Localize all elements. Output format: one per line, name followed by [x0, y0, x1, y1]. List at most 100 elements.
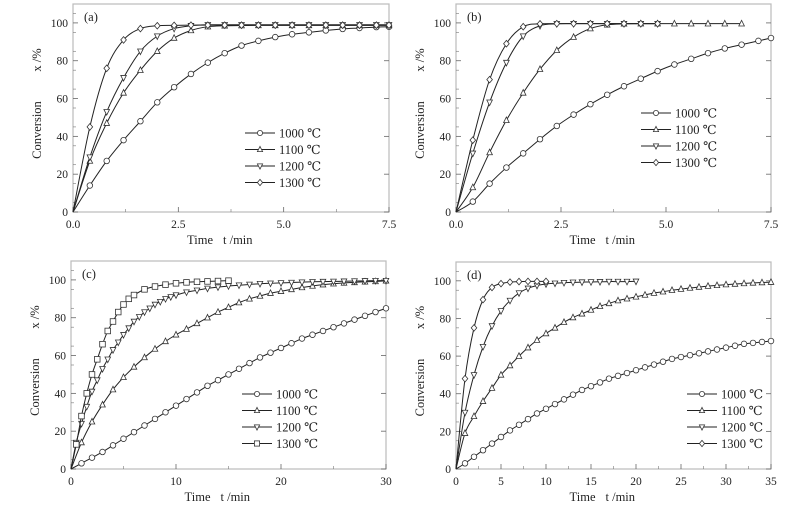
- data-point: [738, 41, 745, 48]
- data-point: [641, 290, 649, 298]
- data-point: [183, 395, 190, 403]
- data-point: [486, 99, 494, 107]
- data-point: [614, 296, 622, 304]
- legend-entry: 1100 ℃: [245, 143, 321, 157]
- data-point: [542, 405, 550, 412]
- data-point: [88, 417, 96, 425]
- data-point: [536, 65, 544, 72]
- data-point: [130, 428, 138, 436]
- x-tick-label: 10: [170, 476, 182, 488]
- data-point: [668, 286, 676, 293]
- data-point: [704, 19, 712, 27]
- data-point: [172, 280, 180, 287]
- data-point: [298, 279, 306, 287]
- y-tick-label: 20: [440, 169, 452, 181]
- series-1300: [455, 277, 550, 470]
- data-point: [551, 323, 559, 331]
- legend-entry: 1300 ℃: [641, 156, 717, 170]
- data-point: [225, 277, 232, 284]
- data-point: [154, 99, 161, 106]
- data-point: [356, 21, 363, 30]
- data-point: [214, 376, 222, 384]
- data-point: [604, 91, 611, 98]
- data-point: [704, 348, 712, 355]
- data-point: [497, 308, 505, 316]
- data-point: [172, 292, 180, 300]
- x-tick-label: 0: [68, 476, 74, 488]
- data-point: [731, 279, 739, 287]
- data-point: [120, 435, 127, 442]
- data-point: [238, 21, 245, 30]
- data-point: [767, 337, 775, 345]
- legend-marker: [698, 406, 706, 414]
- data-point: [740, 279, 748, 287]
- data-point: [351, 278, 358, 286]
- data-point: [515, 421, 523, 428]
- data-point: [515, 351, 523, 359]
- legend-label: 1000 ℃: [721, 388, 763, 402]
- data-point: [520, 150, 527, 157]
- data-point: [569, 313, 577, 321]
- y-axis-label: Conversion: [28, 357, 42, 415]
- panel-a: 0 20 40 60 80 100 0.0 2.5 5.0 7.5 Time t /min Conver…: [30, 3, 396, 247]
- data-point: [99, 400, 106, 408]
- data-point: [659, 358, 667, 365]
- data-point: [461, 460, 469, 467]
- data-point: [271, 21, 279, 30]
- x-tick-label: 2.5: [171, 219, 186, 231]
- legend-label: 1200 ℃: [279, 160, 321, 174]
- series-1200: [72, 22, 393, 213]
- series-1100: [72, 21, 393, 213]
- legend-entry: 1200 ℃: [641, 140, 717, 154]
- data-point: [204, 382, 211, 389]
- data-point: [193, 287, 201, 295]
- data-point: [256, 291, 264, 299]
- data-point: [470, 453, 478, 460]
- legend-marker: [256, 129, 263, 136]
- data-point: [605, 299, 613, 307]
- data-point: [204, 59, 212, 66]
- x-axis-unit: t /min: [606, 490, 636, 504]
- data-point: [104, 327, 111, 335]
- data-point: [488, 323, 496, 331]
- data-point: [305, 21, 313, 30]
- data-point: [671, 61, 678, 68]
- x-tick-label: 15: [585, 476, 597, 488]
- y-tick-label: 20: [55, 426, 67, 438]
- data-point: [479, 397, 487, 404]
- data-point: [267, 349, 274, 356]
- data-point: [479, 343, 487, 351]
- data-point: [614, 372, 622, 380]
- y-tick-label: 0: [62, 207, 68, 219]
- data-point: [486, 75, 493, 84]
- data-point: [298, 283, 306, 291]
- legend-label: 1100 ℃: [721, 404, 763, 418]
- data-point: [486, 148, 494, 156]
- legend-marker: [653, 110, 660, 117]
- data-point: [153, 33, 161, 41]
- data-point: [524, 343, 532, 351]
- data-point: [749, 339, 757, 347]
- y-tick-label: 100: [434, 18, 452, 30]
- data-point: [596, 379, 604, 386]
- data-point: [109, 318, 117, 325]
- data-point: [94, 356, 101, 363]
- legend-entry: 1300 ℃: [242, 437, 318, 451]
- data-point: [632, 292, 640, 300]
- series-1300: [70, 277, 232, 470]
- x-tick-label: 25: [675, 476, 687, 488]
- y-tick-label: 40: [57, 131, 69, 143]
- y-tick-label: 100: [51, 18, 69, 30]
- y-tick-label: 40: [55, 388, 67, 400]
- data-point: [204, 21, 212, 30]
- data-point: [146, 305, 154, 313]
- data-point: [73, 441, 80, 448]
- data-point: [78, 460, 85, 467]
- data-point: [238, 42, 245, 49]
- panel-label: (d): [467, 268, 482, 282]
- legend-entry: 1100 ℃: [242, 404, 318, 418]
- series-1300: [72, 21, 393, 213]
- data-point: [587, 279, 595, 287]
- legend-entry: 1200 ℃: [245, 160, 321, 174]
- series-line: [72, 24, 389, 213]
